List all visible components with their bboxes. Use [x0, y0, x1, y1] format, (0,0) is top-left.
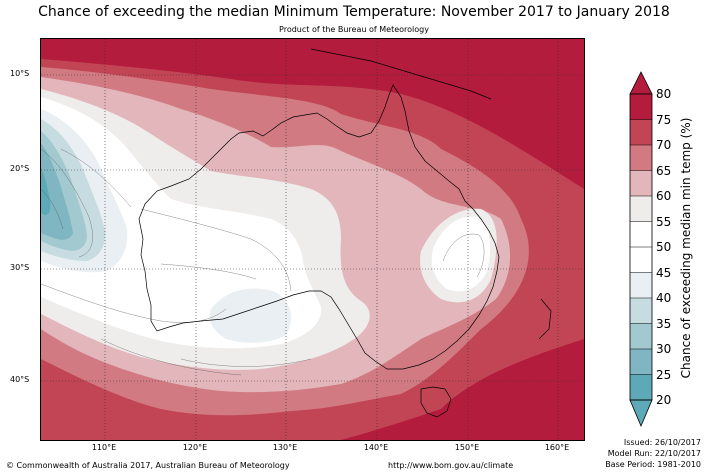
colorbar-segment-below-20 [629, 399, 653, 428]
issued-date: Issued: 26/10/2017 [623, 438, 701, 447]
new-guinea-coastline [310, 48, 492, 100]
source-url[interactable]: http://www.bom.gov.au/climate [388, 461, 514, 470]
tasmania-coastline [420, 386, 452, 418]
lon-label-140e: 140°E [363, 443, 389, 452]
colorbar-tick-80: 80 [656, 87, 672, 101]
lon-label-150e: 150°E [454, 443, 480, 452]
zone-45-55 [41, 97, 322, 349]
colorbar-tick-35: 35 [656, 316, 672, 331]
colorbar-segment-65-70 [630, 145, 652, 171]
lat-label-10s: 10°S [10, 69, 30, 78]
base-period: Base Period: 1981-2010 [605, 460, 701, 469]
map-subtitle: Product of the Bureau of Meteorology [279, 25, 429, 34]
colorbar-segment-20-25 [630, 374, 652, 400]
zone-40-45-inland [209, 288, 292, 343]
colorbar-tick-65: 65 [656, 163, 672, 178]
colorbar-segment-60-65 [630, 170, 652, 196]
colorbar-label: Chance of exceeding median min temp (%) [679, 117, 693, 379]
colorbar-segment-above-80 [629, 71, 653, 95]
colorbar-tick-25: 25 [656, 367, 672, 382]
copyright-notice: © Commonwealth of Australia 2017, Austra… [6, 461, 290, 470]
new-zealand-coastline [538, 298, 552, 340]
colorbar-segment-50-55 [630, 221, 652, 247]
colorbar-tick-70: 70 [656, 138, 672, 152]
colorbar-tick-40: 40 [656, 291, 672, 305]
colorbar-segment-35-40 [630, 298, 652, 324]
lat-label-40s: 40°S [10, 375, 30, 384]
lon-label-130e: 130°E [272, 443, 298, 452]
colorbar-segment-40-45 [630, 272, 652, 298]
model-run-date: Model Run: 22/10/2017 [607, 449, 701, 458]
lat-label-20s: 20°S [10, 164, 30, 173]
colorbar-segment-75-80 [630, 94, 652, 120]
colorbar-segment-55-60 [630, 196, 652, 222]
colorbar-tick-30: 30 [656, 342, 672, 356]
colorbar-segment-70-75 [630, 119, 652, 145]
colorbar-segment-30-35 [630, 323, 652, 349]
colorbar-tick-55: 55 [656, 214, 672, 229]
probability-map [40, 38, 585, 441]
colorbar-tick-45: 45 [656, 265, 672, 280]
zone-45-55-east [431, 216, 491, 292]
lon-label-120e: 120°E [182, 443, 208, 452]
colorbar-segment-45-50 [630, 247, 652, 273]
map-title: Chance of exceeding the median Minimum T… [38, 4, 670, 20]
zone-below-25 [41, 167, 51, 215]
zone-25-30 [41, 143, 73, 240]
colorbar-tick-75: 75 [656, 112, 672, 127]
lat-label-30s: 30°S [10, 263, 30, 272]
colorbar-tick-60: 60 [656, 189, 672, 203]
colorbar-tick-20: 20 [656, 393, 672, 407]
colorbar-segment-25-30 [630, 349, 652, 375]
colorbar-tick-50: 50 [656, 240, 672, 254]
australia-coastline [138, 84, 500, 370]
lon-label-110e: 110°E [91, 443, 117, 452]
lon-label-160e: 160°E [544, 443, 570, 452]
colorbar [629, 71, 653, 428]
issue-info: Issued: 26/10/2017 Model Run: 22/10/2017… [605, 437, 701, 470]
